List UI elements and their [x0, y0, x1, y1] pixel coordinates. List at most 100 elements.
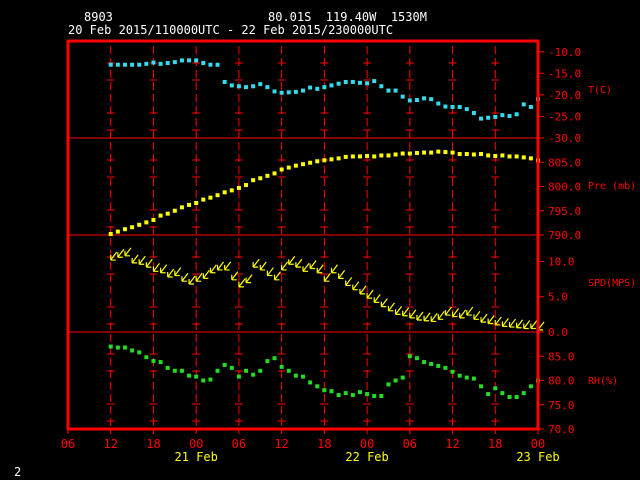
wind-point-14 — [209, 264, 217, 274]
pressure-point-21 — [258, 176, 263, 181]
wind-point-23 — [273, 271, 281, 281]
temperature-point-27 — [301, 88, 305, 93]
pressure-y-tick-label-1: 800.0 — [548, 181, 581, 194]
pressure-point-19 — [244, 183, 249, 188]
x-tick-label-11: 00 — [531, 437, 545, 451]
pressure-point-28 — [308, 160, 313, 165]
wind-point-6 — [152, 262, 160, 272]
temperature-point-42 — [407, 98, 412, 103]
wind-point-12 — [195, 272, 203, 282]
humidity-axis-label: RH(%) — [588, 376, 618, 387]
wind-point-8 — [167, 268, 175, 278]
temperature-point-8 — [165, 60, 170, 65]
humidity-point-33 — [343, 391, 348, 396]
pressure-point-27 — [301, 162, 305, 167]
pressure-axis-label: Pre (mb) — [588, 181, 636, 192]
pressure-point-33 — [343, 154, 348, 159]
pressure-point-11 — [187, 202, 192, 207]
temperature-point-56 — [507, 114, 512, 119]
temperature-point-57 — [514, 112, 519, 117]
temperature-point-17 — [229, 83, 234, 88]
humidity-point-22 — [265, 359, 270, 364]
wind-point-2 — [124, 247, 132, 257]
pressure-point-20 — [251, 178, 256, 183]
wind-y-tick-label-0: 10.0 — [548, 255, 575, 268]
temperature-point-31 — [329, 83, 334, 88]
temperature-point-33 — [343, 79, 348, 84]
temperature-point-30 — [322, 85, 327, 90]
temperature-point-10 — [179, 58, 184, 63]
pressure-point-15 — [215, 193, 220, 198]
temperature-point-25 — [286, 90, 291, 95]
wind-point-18 — [238, 278, 246, 288]
humidity-point-47 — [443, 365, 448, 370]
humidity-y-tick-label-1: 80.0 — [548, 375, 575, 388]
wind-point-41 — [402, 307, 410, 317]
pressure-point-55 — [500, 153, 505, 158]
wind-point-57 — [516, 319, 524, 329]
temperature-point-34 — [350, 79, 355, 84]
temperature-point-53 — [486, 115, 491, 120]
pressure-point-56 — [507, 154, 512, 159]
temperature-point-36 — [365, 81, 370, 86]
chart-frame — [66, 39, 540, 431]
temperature-point-49 — [457, 104, 462, 109]
temperature-point-43 — [414, 98, 419, 103]
x-tick-label-8: 06 — [403, 437, 417, 451]
temperature-point-16 — [222, 79, 227, 84]
pressure-point-45 — [429, 150, 434, 155]
humidity-point-3 — [130, 348, 135, 353]
wind-point-15 — [216, 261, 225, 271]
temperature-point-5 — [144, 61, 149, 66]
temperature-point-39 — [386, 88, 391, 93]
pressure-point-1 — [115, 229, 120, 234]
x-tick-label-0: 06 — [61, 437, 75, 451]
humidity-y-tick-label-2: 75.0 — [548, 399, 575, 412]
station-location: 80.01S 119.40W 1530M — [268, 10, 427, 24]
wind-point-11 — [188, 275, 196, 285]
temperature-point-37 — [372, 79, 377, 84]
temperature-point-3 — [130, 62, 135, 67]
temperature-point-13 — [201, 60, 206, 65]
humidity-point-30 — [322, 388, 327, 393]
humidity-point-25 — [286, 368, 291, 373]
pressure-point-53 — [486, 153, 491, 158]
temperature-point-29 — [315, 86, 320, 91]
pressure-point-5 — [144, 220, 149, 225]
pressure-point-8 — [165, 211, 170, 216]
x-tick-label-2: 18 — [146, 437, 160, 451]
temperature-y-tick-label-1: -15.0 — [548, 67, 581, 80]
pressure-point-29 — [315, 159, 320, 164]
wind-y-tick-label-1: 5.0 — [548, 291, 568, 304]
wind-point-53 — [487, 315, 495, 325]
wind-point-29 — [316, 264, 324, 274]
pressure-point-52 — [479, 152, 484, 157]
humidity-point-54 — [493, 386, 498, 391]
pressure-point-35 — [357, 154, 362, 159]
temperature-point-59 — [528, 104, 533, 109]
humidity-point-40 — [393, 378, 398, 383]
wind-point-32 — [338, 270, 346, 279]
pressure-point-43 — [414, 151, 419, 156]
time-range: 20 Feb 2015/110000UTC - 22 Feb 2015/2300… — [68, 23, 394, 37]
humidity-point-55 — [500, 391, 505, 396]
humidity-point-45 — [429, 362, 434, 367]
station-id: 8903 — [84, 10, 113, 24]
temperature-point-19 — [244, 85, 249, 90]
pressure-point-4 — [137, 222, 142, 227]
humidity-point-32 — [336, 393, 341, 398]
pressure-point-13 — [201, 197, 206, 202]
humidity-point-27 — [301, 374, 305, 379]
pressure-point-2 — [122, 227, 127, 232]
humidity-point-46 — [436, 363, 441, 368]
wind-point-28 — [309, 260, 317, 270]
temperature-point-51 — [471, 110, 476, 115]
temperature-point-22 — [265, 85, 270, 90]
wind-point-31 — [330, 264, 338, 274]
humidity-point-38 — [379, 394, 384, 399]
pressure-point-42 — [407, 151, 412, 156]
humidity-point-56 — [507, 394, 512, 399]
temperature-point-32 — [336, 81, 341, 86]
humidity-point-17 — [229, 365, 234, 370]
humidity-point-39 — [386, 382, 391, 387]
